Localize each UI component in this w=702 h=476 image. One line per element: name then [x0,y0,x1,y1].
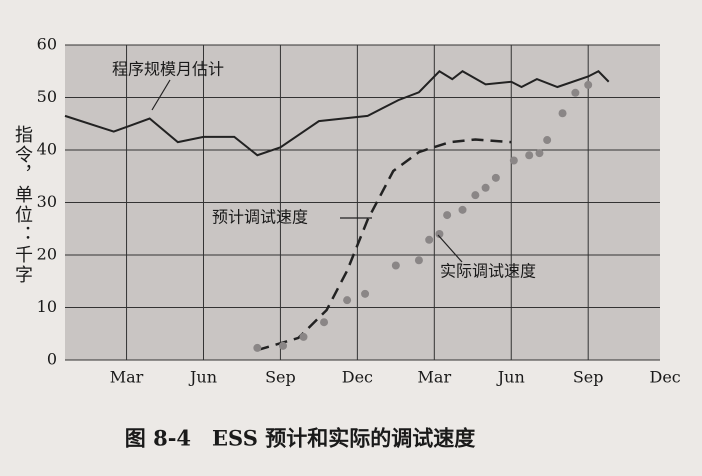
data-point [278,341,287,350]
annotation-label: 实际调试速度 [440,262,536,281]
annotation-label: 程序规模月估计 [112,60,224,79]
annotation-pointer [437,234,463,263]
data-point [525,151,534,160]
data-point [481,183,490,192]
x-tick-label: Sep [573,368,604,387]
series-line [256,138,512,352]
data-point [343,296,352,305]
x-tick-label: Mar [418,368,452,387]
data-point [414,256,423,265]
data-point [320,318,329,327]
x-tick-label: Sep [265,368,296,387]
x-tick-label: Dec [342,368,373,387]
data-point [491,173,500,182]
annotation-pointer [151,79,171,111]
data-point [435,230,444,238]
data-point [458,205,467,214]
y-tick-label: 10 [37,297,57,316]
data-point [443,211,452,220]
data-point [584,80,593,89]
y-tick-label: 40 [37,140,57,159]
x-tick-label: Dec [649,368,680,387]
data-point [391,261,400,270]
y-tick-label: 0 [47,350,57,369]
data-point [425,235,434,244]
y-axis-label: 指令，单位：千字 [12,125,33,285]
y-tick-label: 30 [37,192,57,211]
y-tick-label: 20 [37,245,57,264]
y-tick-label: 50 [37,87,57,106]
data-point [571,88,580,97]
data-point [558,109,567,118]
series-line [64,69,610,157]
chart-title: 图 8-4 ESS 预计和实际的调试速度 [125,426,475,451]
x-tick-label: Jun [188,368,217,387]
data-point [543,136,552,145]
x-tick-label: Mar [110,368,144,387]
x-tick-label: Jun [496,368,525,387]
data-point [509,156,518,165]
data-point [253,343,262,352]
data-point [471,191,480,200]
annotation-label: 预计调试速度 [212,208,308,227]
data-point [535,149,544,158]
data-point [361,289,370,298]
data-point [299,332,308,341]
y-tick-label: 60 [37,35,57,54]
